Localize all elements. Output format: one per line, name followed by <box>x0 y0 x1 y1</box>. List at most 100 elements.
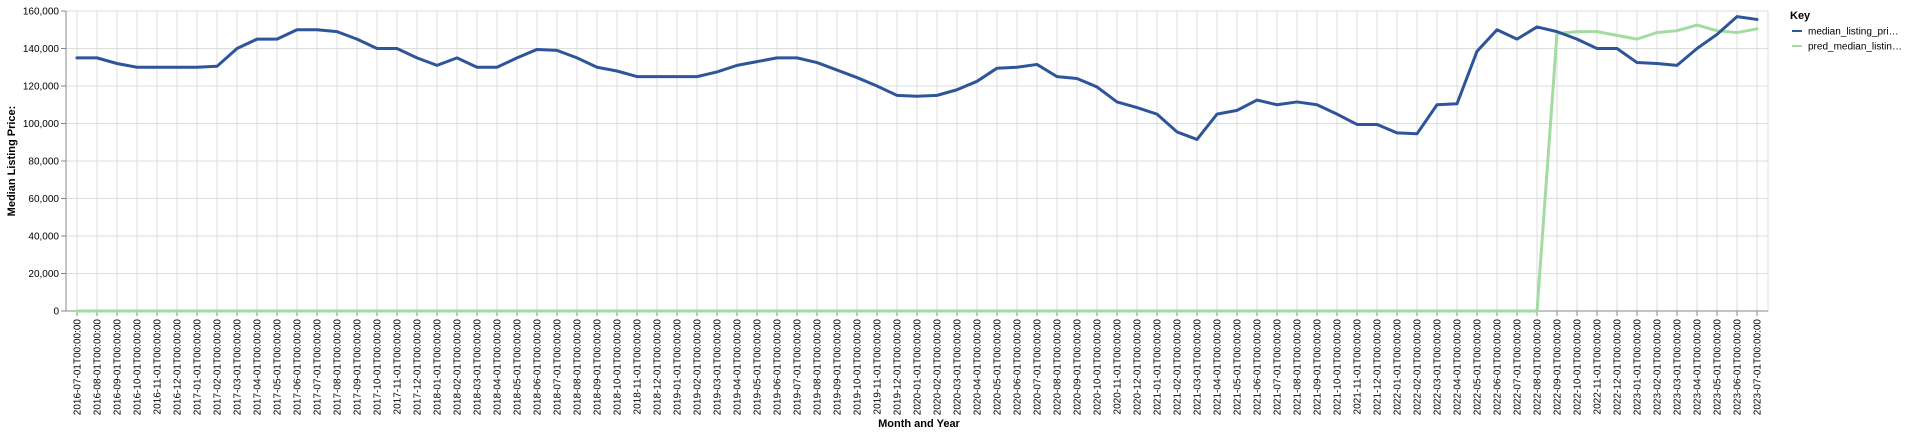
x-tick-label: 2022-11-01T00:00:00 <box>1593 319 1604 415</box>
x-tick-label: 2023-02-01T00:00:00 <box>1653 319 1664 416</box>
x-tick-label: 2020-07-01T00:00:00 <box>1033 319 1044 416</box>
x-tick-label: 2022-04-01T00:00:00 <box>1453 319 1464 416</box>
x-tick-label: 2019-01-01T00:00:00 <box>673 319 684 416</box>
x-tick-label: 2017-11-01T00:00:00 <box>393 319 404 415</box>
x-tick-label: 2021-08-01T00:00:00 <box>1293 319 1304 416</box>
legend-label: median_listing_pri… <box>1808 27 1899 38</box>
y-tick-label: 20,000 <box>28 269 59 280</box>
legend-items: median_listing_pri… pred_median_listin… <box>1792 27 1902 53</box>
legend: Key median_listing_pri… pred_median_listi… <box>1790 10 1902 53</box>
x-tick-label: 2018-12-01T00:00:00 <box>653 319 664 416</box>
x-tick-label: 2021-09-01T00:00:00 <box>1313 319 1324 416</box>
series-layer <box>75 15 1759 313</box>
x-tick-label: 2017-12-01T00:00:00 <box>413 319 424 416</box>
x-tick-label: 2020-11-01T00:00:00 <box>1113 319 1124 415</box>
x-tick-label: 2018-04-01T00:00:00 <box>493 319 504 416</box>
x-tick-label: 2018-02-01T00:00:00 <box>453 319 464 416</box>
x-tick-label: 2021-02-01T00:00:00 <box>1173 319 1184 416</box>
x-tick-label: 2023-01-01T00:00:00 <box>1633 319 1644 416</box>
series-line-pred-median-listing-price <box>75 23 1759 313</box>
y-tick-label: 120,000 <box>23 82 60 93</box>
x-tick-label: 2019-03-01T00:00:00 <box>713 319 724 416</box>
x-tick-label: 2019-02-01T00:00:00 <box>693 319 704 416</box>
x-tick-label: 2022-08-01T00:00:00 <box>1533 319 1544 416</box>
x-tick-label: 2019-05-01T00:00:00 <box>753 319 764 416</box>
x-tick-label: 2018-09-01T00:00:00 <box>593 319 604 416</box>
x-tick-label: 2020-01-01T00:00:00 <box>913 319 924 416</box>
x-tick-label: 2019-08-01T00:00:00 <box>813 319 824 416</box>
x-tick-label: 2018-08-01T00:00:00 <box>573 319 584 416</box>
series-line-median-listing-price <box>75 15 1759 141</box>
x-tick-label: 2017-05-01T00:00:00 <box>273 319 284 416</box>
x-tick-label: 2022-05-01T00:00:00 <box>1473 319 1484 416</box>
x-tick-label: 2020-12-01T00:00:00 <box>1133 319 1144 416</box>
x-tick-label: 2018-03-01T00:00:00 <box>473 319 484 416</box>
x-tick-label: 2018-01-01T00:00:00 <box>433 319 444 416</box>
x-tick-label: 2022-01-01T00:00:00 <box>1393 319 1404 416</box>
x-tick-label: 2021-01-01T00:00:00 <box>1153 319 1164 416</box>
x-tick-label: 2017-07-01T00:00:00 <box>313 319 324 416</box>
x-tick-label: 2017-03-01T00:00:00 <box>233 319 244 416</box>
x-tick-label: 2019-11-01T00:00:00 <box>873 319 884 415</box>
x-axis-title: Month and Year <box>878 418 960 430</box>
x-tick-label: 2019-06-01T00:00:00 <box>773 319 784 416</box>
x-tick-label: 2018-05-01T00:00:00 <box>513 319 524 416</box>
x-tick-label: 2020-03-01T00:00:00 <box>953 319 964 416</box>
x-tick-label: 2020-10-01T00:00:00 <box>1093 319 1104 416</box>
x-tick-label: 2022-06-01T00:00:00 <box>1493 319 1504 416</box>
x-tick-label: 2020-02-01T00:00:00 <box>933 319 944 416</box>
grid-layer <box>65 10 1769 312</box>
x-tick-label: 2021-10-01T00:00:00 <box>1333 319 1344 416</box>
y-tick-label: 60,000 <box>28 194 59 205</box>
x-tick-label: 2022-10-01T00:00:00 <box>1573 319 1584 416</box>
x-tick-label: 2019-04-01T00:00:00 <box>733 319 744 416</box>
x-tick-label: 2020-06-01T00:00:00 <box>1013 319 1024 416</box>
y-tick-label: 80,000 <box>28 157 59 168</box>
x-tick-label: 2016-07-01T00:00:00 <box>73 319 84 416</box>
x-tick-label: 2020-04-01T00:00:00 <box>973 319 984 416</box>
y-axis-title: Median Listing Price: <box>6 106 18 217</box>
x-tick-label: 2019-10-01T00:00:00 <box>853 319 864 416</box>
x-tick-label: 2021-12-01T00:00:00 <box>1373 319 1384 416</box>
x-tick-label: 2022-12-01T00:00:00 <box>1613 319 1624 416</box>
legend-label: pred_median_listin… <box>1808 42 1902 53</box>
x-tick-label: 2017-08-01T00:00:00 <box>333 319 344 416</box>
y-tick-label: 0 <box>53 307 59 318</box>
x-tick-label: 2016-12-01T00:00:00 <box>173 319 184 416</box>
x-tick-label: 2023-07-01T00:00:00 <box>1753 319 1764 416</box>
y-tick-label: 160,000 <box>23 7 60 18</box>
x-tick-label: 2018-11-01T00:00:00 <box>633 319 644 415</box>
x-tick-label: 2023-05-01T00:00:00 <box>1713 319 1724 416</box>
x-tick-label: 2018-07-01T00:00:00 <box>553 319 564 416</box>
x-tick-label: 2017-09-01T00:00:00 <box>353 319 364 416</box>
x-tick-label: 2020-09-01T00:00:00 <box>1073 319 1084 416</box>
x-tick-label: 2022-07-01T00:00:00 <box>1513 319 1524 416</box>
x-tick-label: 2018-10-01T00:00:00 <box>613 319 624 416</box>
x-tick-label: 2019-09-01T00:00:00 <box>833 319 844 416</box>
x-tick-label: 2022-03-01T00:00:00 <box>1433 319 1444 416</box>
x-tick-label: 2023-04-01T00:00:00 <box>1693 319 1704 416</box>
x-tick-label: 2023-06-01T00:00:00 <box>1733 319 1744 416</box>
x-tick-label: 2017-10-01T00:00:00 <box>373 319 384 416</box>
x-tick-label: 2022-09-01T00:00:00 <box>1553 319 1564 416</box>
x-tick-label: 2019-12-01T00:00:00 <box>893 319 904 416</box>
x-tick-label: 2017-06-01T00:00:00 <box>293 319 304 416</box>
x-tick-label: 2017-02-01T00:00:00 <box>213 319 224 416</box>
x-tick-label: 2016-10-01T00:00:00 <box>133 319 144 416</box>
y-tick-label: 100,000 <box>23 119 60 130</box>
x-tick-label: 2021-05-01T00:00:00 <box>1233 319 1244 416</box>
x-tick-label: 2016-09-01T00:00:00 <box>113 319 124 416</box>
y-tick-label: 140,000 <box>23 44 60 55</box>
x-tick-label: 2020-05-01T00:00:00 <box>993 319 1004 416</box>
axis-layer: 0 20,000 40,000 60,000 80,000 100,000 120,000 1… <box>23 7 1768 416</box>
x-tick-label: 2016-11-01T00:00:00 <box>153 319 164 415</box>
x-tick-label: 2020-08-01T00:00:00 <box>1053 319 1064 416</box>
x-tick-label: 2023-03-01T00:00:00 <box>1673 319 1684 416</box>
x-tick-label: 2021-04-01T00:00:00 <box>1213 319 1224 416</box>
x-tick-label: 2017-04-01T00:00:00 <box>253 319 264 416</box>
y-tick-label: 40,000 <box>28 232 59 243</box>
legend-title: Key <box>1790 10 1811 22</box>
x-tick-label: 2021-06-01T00:00:00 <box>1253 319 1264 416</box>
